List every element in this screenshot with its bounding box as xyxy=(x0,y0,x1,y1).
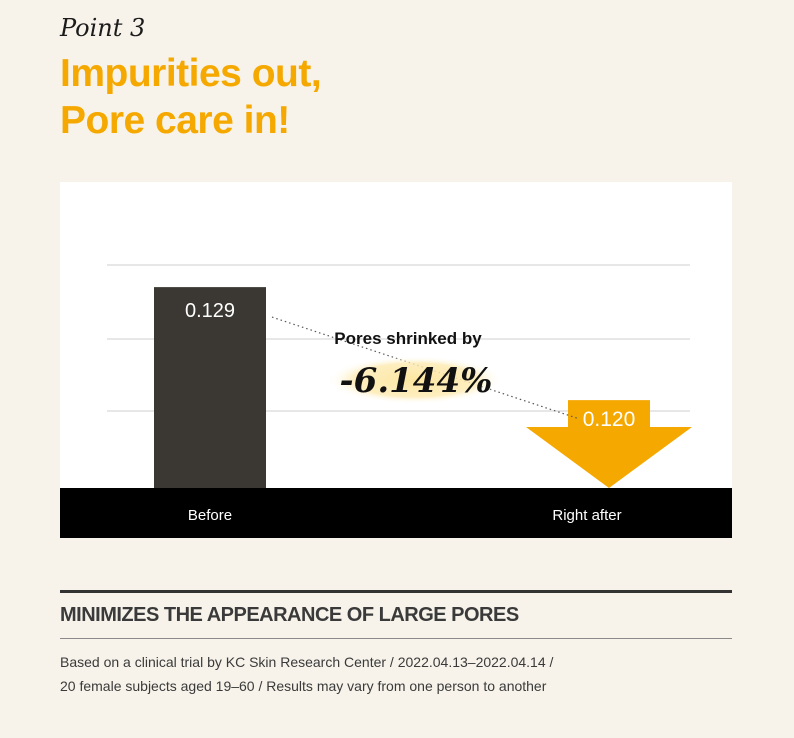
annotation-highlight xyxy=(327,356,503,404)
category-label-right-after: Right after xyxy=(552,507,621,524)
annotation-value: -6.144% xyxy=(340,361,493,401)
annotation-label: Pores shrinked by xyxy=(334,329,482,348)
section-divider-thin xyxy=(60,638,732,639)
footnote-line-1: Based on a clinical trial by KC Skin Res… xyxy=(60,654,554,670)
section-title: MINIMIZES THE APPEARANCE OF LARGE PORES xyxy=(60,604,519,626)
category-label-before: Before xyxy=(188,507,232,524)
pore-chart: 0.129 0.120 Before Right after Pores shrinke… xyxy=(60,264,732,538)
section-divider-thick xyxy=(60,590,732,593)
footnote-line-2: 20 female subjects aged 19–60 / Results … xyxy=(60,678,547,694)
headline-line-2: Pore care in! xyxy=(60,99,290,142)
chart-card: 0.129 0.120 Before Right after Pores shrinke… xyxy=(60,182,732,538)
data-label-right-after: 0.120 xyxy=(583,408,636,431)
data-label-before: 0.129 xyxy=(185,300,235,322)
bar-before xyxy=(154,287,266,488)
bar-right-after-arrow xyxy=(526,400,692,488)
headline-line-1: Impurities out, xyxy=(60,52,322,95)
x-axis-band xyxy=(60,488,732,538)
point-label: Point 3 xyxy=(60,14,146,42)
